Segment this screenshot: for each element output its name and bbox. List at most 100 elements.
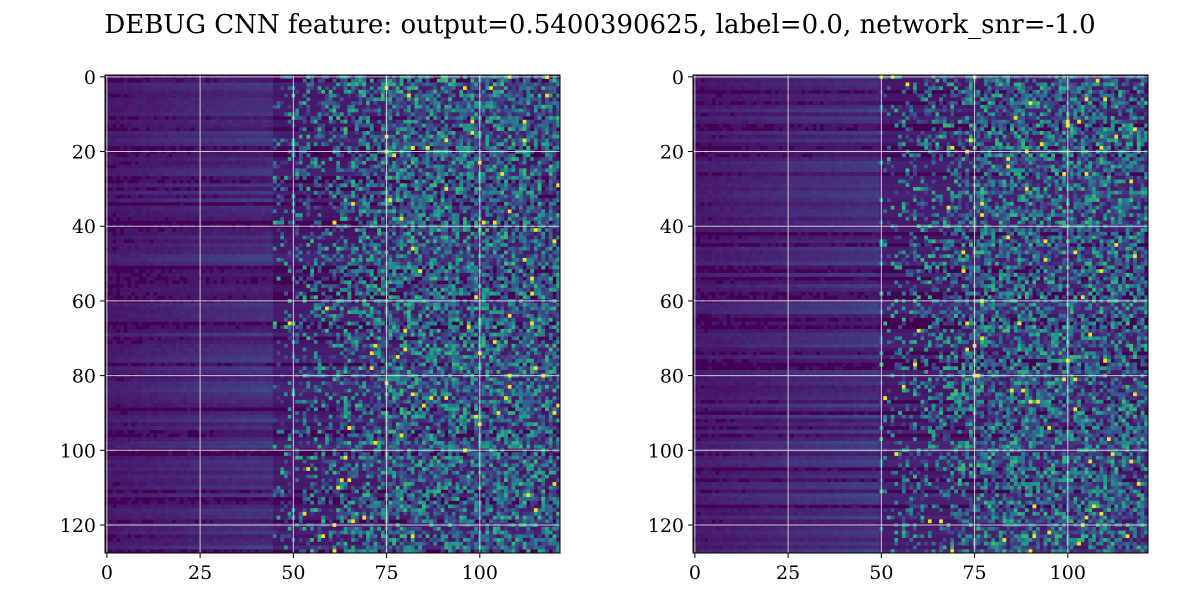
heatmap-cell: [511, 123, 516, 128]
heatmap-cell: [436, 205, 441, 210]
heatmap-cell: [354, 190, 359, 195]
heatmap-cell: [246, 112, 251, 117]
heatmap-cell: [321, 104, 326, 109]
heatmap-cell: [395, 175, 400, 180]
heatmap-cell: [261, 145, 266, 150]
heatmap-cell: [254, 190, 259, 195]
heatmap-cell: [548, 127, 553, 132]
heatmap-cell: [306, 213, 311, 218]
heatmap-cell: [269, 239, 274, 244]
heatmap-cell: [418, 205, 423, 210]
heatmap-cell: [410, 153, 415, 158]
heatmap-cell: [220, 246, 225, 251]
heatmap-cell: [380, 160, 385, 165]
heatmap-cell: [492, 213, 497, 218]
heatmap-cell: [463, 134, 468, 139]
heatmap-cell: [526, 235, 531, 240]
heatmap-cell: [351, 86, 356, 91]
heatmap-cell: [209, 131, 214, 135]
heatmap-cell: [175, 142, 180, 147]
heatmap-cell: [250, 190, 255, 195]
heatmap-cell: [362, 239, 367, 244]
heatmap-cell: [526, 216, 531, 221]
heatmap-cell: [436, 104, 441, 109]
heatmap-cell: [492, 116, 497, 121]
heatmap-cell: [205, 123, 210, 128]
heatmap-cell: [489, 190, 494, 195]
heatmap-cell: [310, 228, 315, 233]
heatmap-cell: [224, 119, 229, 124]
heatmap-cell: [380, 179, 385, 184]
heatmap-cell: [231, 164, 236, 169]
heatmap-cell: [123, 138, 128, 143]
heatmap-cell: [119, 112, 124, 117]
heatmap-cell: [205, 164, 210, 169]
heatmap-cell: [205, 134, 210, 139]
heatmap-cell: [179, 82, 184, 87]
heatmap-cell: [496, 194, 501, 199]
heatmap-cell: [108, 157, 113, 162]
heatmap-cell: [265, 187, 270, 192]
heatmap-cell: [515, 101, 520, 106]
heatmap-cell: [522, 123, 527, 128]
heatmap-cell: [269, 93, 274, 98]
heatmap-cell: [354, 183, 359, 188]
heatmap-cell: [265, 134, 270, 139]
heatmap-cell: [302, 142, 307, 147]
heatmap-cell: [526, 213, 531, 218]
heatmap-cell: [515, 134, 520, 139]
heatmap-cell: [321, 131, 326, 135]
heatmap-cell: [422, 164, 426, 169]
heatmap-cell: [552, 198, 557, 203]
heatmap-cell: [127, 205, 132, 210]
heatmap-cell: [201, 112, 206, 117]
heatmap-cell: [302, 216, 307, 221]
heatmap-cell: [526, 157, 531, 162]
heatmap-cell: [422, 104, 426, 109]
heatmap-cell: [220, 205, 225, 210]
heatmap-cell: [194, 183, 199, 188]
heatmap-cell: [351, 82, 356, 87]
heatmap-cell: [213, 164, 218, 169]
heatmap-cell: [325, 138, 330, 143]
heatmap-cell: [235, 112, 240, 117]
heatmap-cell: [313, 216, 318, 221]
heatmap-cell: [511, 235, 516, 240]
heatmap-cell: [388, 119, 393, 124]
heatmap-cell: [190, 82, 195, 87]
heatmap-cell: [541, 123, 546, 128]
heatmap-cell: [131, 131, 136, 135]
heatmap-cell: [336, 160, 341, 165]
heatmap-cell: [190, 112, 195, 117]
heatmap-cell: [190, 116, 195, 121]
heatmap-cell: [261, 179, 266, 184]
heatmap-cell: [142, 187, 147, 192]
heatmap-cell: [112, 194, 117, 199]
heatmap-cell: [429, 183, 434, 188]
heatmap-cell: [343, 82, 348, 87]
heatmap-cell: [160, 134, 165, 139]
heatmap-cell: [239, 164, 244, 169]
heatmap-cell: [463, 194, 468, 199]
heatmap-cell: [463, 123, 468, 128]
heatmap-cell: [433, 116, 438, 121]
heatmap-cell: [410, 175, 415, 180]
heatmap-cell: [325, 231, 330, 236]
heatmap-cell: [276, 119, 281, 124]
heatmap-cell: [451, 142, 456, 147]
heatmap-cell: [485, 201, 490, 206]
heatmap-cell: [418, 131, 423, 135]
heatmap-cell: [358, 201, 363, 206]
heatmap-cell: [537, 205, 542, 210]
heatmap-cell: [455, 82, 460, 87]
heatmap-cell: [160, 119, 165, 124]
heatmap-cell: [362, 235, 367, 240]
heatmap-cell: [522, 78, 527, 83]
heatmap-cell: [425, 160, 430, 165]
heatmap-cell: [459, 101, 464, 106]
heatmap-cell: [440, 209, 445, 214]
heatmap-cell: [108, 89, 113, 94]
heatmap-cell: [179, 127, 184, 132]
heatmap-cell: [533, 172, 538, 177]
heatmap-cell: [507, 209, 512, 214]
